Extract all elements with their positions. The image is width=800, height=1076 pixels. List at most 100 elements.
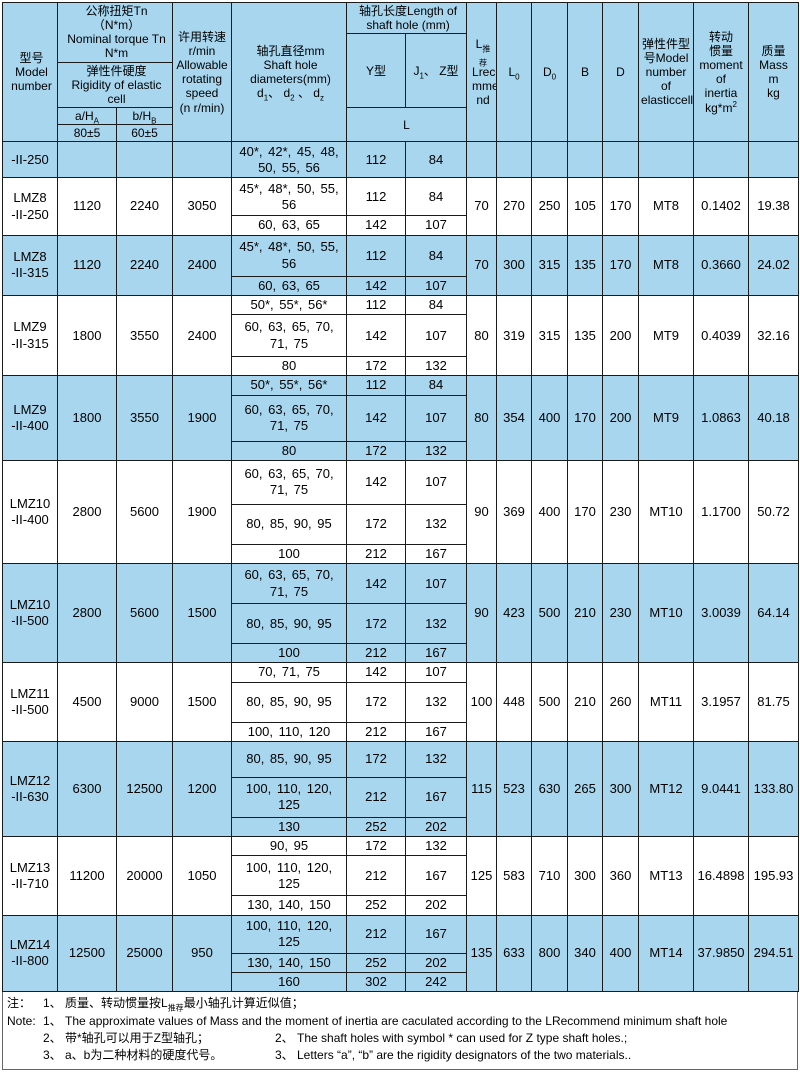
shaft-holes-cell: 130 bbox=[231, 816, 347, 838]
table-row: 100, 110, 120, 125 212 167 bbox=[3, 776, 799, 818]
shaft-holes-cell: 80, 85, 90, 95 bbox=[231, 740, 347, 778]
d-cell: 170 bbox=[602, 177, 640, 236]
shaft-holes-cell: 100 bbox=[231, 643, 347, 664]
table-row: 100 212 167 bbox=[3, 643, 799, 664]
coupling-spec-table: 型号 Model number 公称扭矩Tn（N*m） Nominal torq… bbox=[2, 1, 800, 993]
col-header-b-hb: b/HB bbox=[116, 107, 173, 126]
y-type-length-cell: 212 bbox=[346, 543, 406, 565]
shaft-holes-cell: 80, 85, 90, 95 bbox=[231, 503, 347, 545]
jz-type-length-cell: 132 bbox=[404, 740, 468, 778]
mass-cell: 64.14 bbox=[748, 563, 800, 664]
col-header-b: B bbox=[567, 1, 604, 143]
l0-cell bbox=[496, 141, 533, 179]
shaft-holes-cell: 100, 110, 120 bbox=[231, 721, 347, 742]
inertia-cell: 0.3660 bbox=[693, 234, 750, 296]
table-row: LMZ10 -II-500 2800 5600 1500 60, 63, 65, 70,… bbox=[2, 563, 800, 664]
d0-cell: 710 bbox=[531, 836, 569, 916]
y-type-length-cell: 142 bbox=[346, 275, 406, 296]
y-type-length-cell: 252 bbox=[346, 952, 406, 973]
y-type-length-cell: 112 bbox=[346, 294, 406, 316]
l-recommend-cell: 135 bbox=[466, 914, 498, 993]
shaft-holes-cell: 160 bbox=[231, 971, 347, 993]
d0-cell: 250 bbox=[531, 177, 569, 236]
b-cell: 265 bbox=[567, 740, 604, 838]
shaft-holes-cell: 130, 140, 150 bbox=[231, 895, 347, 916]
table-row: -II-250 40*, 42*, 45, 48, 50, 55, 56 112 84 bbox=[2, 141, 800, 179]
elastic-model-cell: MT9 bbox=[638, 375, 695, 461]
y-type-length-cell: 112 bbox=[346, 177, 406, 217]
d0-cell bbox=[531, 141, 569, 179]
l0-cell: 319 bbox=[496, 294, 533, 377]
table-row: 60, 63, 65, 70, 71, 75 142 107 bbox=[3, 394, 799, 442]
col-header-a-tolerance: 80±5 bbox=[57, 124, 117, 143]
elastic-model-cell: MT9 bbox=[638, 294, 695, 377]
l-recommend-cell: 90 bbox=[466, 563, 498, 664]
torque-b-cell: 5600 bbox=[116, 459, 173, 565]
table-row: 80, 85, 90, 95 172 132 bbox=[3, 503, 799, 545]
table-row: 80, 85, 90, 95 172 132 bbox=[3, 603, 799, 645]
y-type-length-cell: 212 bbox=[346, 721, 406, 742]
inertia-cell bbox=[693, 141, 750, 179]
d-cell: 360 bbox=[602, 836, 640, 916]
note-line-2: 2、 带*轴孔可以用于Z型轴孔； 2、 The shaft holes with… bbox=[3, 1030, 797, 1047]
d0-cell: 315 bbox=[531, 234, 569, 296]
col-header-nominal-torque: 公称扭矩Tn（N*m） Nominal torque Tn N*m bbox=[57, 2, 173, 63]
note-cn2-text: 2、 带*轴孔可以用于Z型轴孔； bbox=[43, 1030, 210, 1045]
model-cell: LMZ14 -II-800 bbox=[2, 914, 58, 993]
model-cell: -II-250 bbox=[2, 141, 58, 179]
l0-cell: 633 bbox=[496, 914, 533, 993]
col-header-l0: L0 bbox=[496, 1, 533, 143]
shaft-holes-cell: 60, 63, 65, 70, 71, 75 bbox=[231, 394, 347, 442]
d-cell: 230 bbox=[602, 459, 640, 565]
torque-a-cell: 6300 bbox=[57, 740, 117, 838]
table-row: 100, 110, 120 212 167 bbox=[3, 721, 799, 742]
elastic-model-cell: MT8 bbox=[638, 234, 695, 296]
d-cell: 200 bbox=[602, 375, 640, 461]
model-cell: LMZ10 -II-400 bbox=[2, 459, 58, 565]
y-type-length-cell: 302 bbox=[346, 971, 406, 993]
elastic-model-cell: MT13 bbox=[638, 836, 695, 916]
speed-cell: 1500 bbox=[172, 563, 232, 664]
torque-b-cell: 2240 bbox=[116, 234, 173, 296]
b-cell: 170 bbox=[567, 375, 604, 461]
speed-cell: 1900 bbox=[172, 459, 232, 565]
shaft-holes-cell: 60, 63, 65, 70, 71, 75 bbox=[231, 459, 347, 505]
inertia-cell: 37.9850 bbox=[693, 914, 750, 993]
b-cell: 170 bbox=[567, 459, 604, 565]
y-type-length-cell: 142 bbox=[346, 662, 406, 683]
y-type-length-cell: 252 bbox=[346, 895, 406, 916]
table-row: 80 172 132 bbox=[3, 356, 799, 377]
l0-cell: 270 bbox=[496, 177, 533, 236]
col-header-jz-type: J1、 Z型 bbox=[404, 33, 468, 109]
mass-cell bbox=[748, 141, 800, 179]
y-type-length-cell: 252 bbox=[346, 816, 406, 838]
b-cell: 300 bbox=[567, 836, 604, 916]
model-cell: LMZ9 -II-315 bbox=[2, 294, 58, 377]
b-cell: 135 bbox=[567, 294, 604, 377]
l-recommend-cell: 115 bbox=[466, 740, 498, 838]
col-header-rigidity: 弹性件硬度 Rigidity of elastic cell bbox=[57, 61, 173, 109]
y-type-length-cell: 142 bbox=[346, 394, 406, 442]
torque-a-cell: 4500 bbox=[57, 662, 117, 742]
shaft-holes-cell: 45*, 48*, 50, 55, 56 bbox=[231, 234, 347, 277]
jz-type-length-cell: 84 bbox=[404, 177, 468, 217]
y-type-length-cell: 172 bbox=[346, 356, 406, 377]
inertia-cell: 0.1402 bbox=[693, 177, 750, 236]
d-cell bbox=[602, 141, 640, 179]
col-header-l-recommend: L推荐Lrecommend bbox=[466, 1, 498, 143]
y-type-length-cell: 172 bbox=[346, 681, 406, 723]
elastic-model-cell: MT11 bbox=[638, 662, 695, 742]
jz-type-length-cell: 167 bbox=[404, 543, 468, 565]
d-cell: 400 bbox=[602, 914, 640, 993]
d0-cell: 315 bbox=[531, 294, 569, 377]
y-type-length-cell: 212 bbox=[346, 643, 406, 664]
l-recommend-cell: 70 bbox=[466, 177, 498, 236]
l-recommend-cell bbox=[466, 141, 498, 179]
inertia-cell: 16.4898 bbox=[693, 836, 750, 916]
torque-b-cell bbox=[116, 141, 173, 179]
note-line-en1: Note: 1、 The approximate values of Mass … bbox=[3, 1013, 797, 1030]
col-header-d: D bbox=[602, 1, 640, 143]
torque-b-cell: 5600 bbox=[116, 563, 173, 664]
y-type-length-cell: 142 bbox=[346, 314, 406, 358]
note-en2-text: 2、 The shaft holes with symbol * can use… bbox=[275, 1030, 628, 1045]
